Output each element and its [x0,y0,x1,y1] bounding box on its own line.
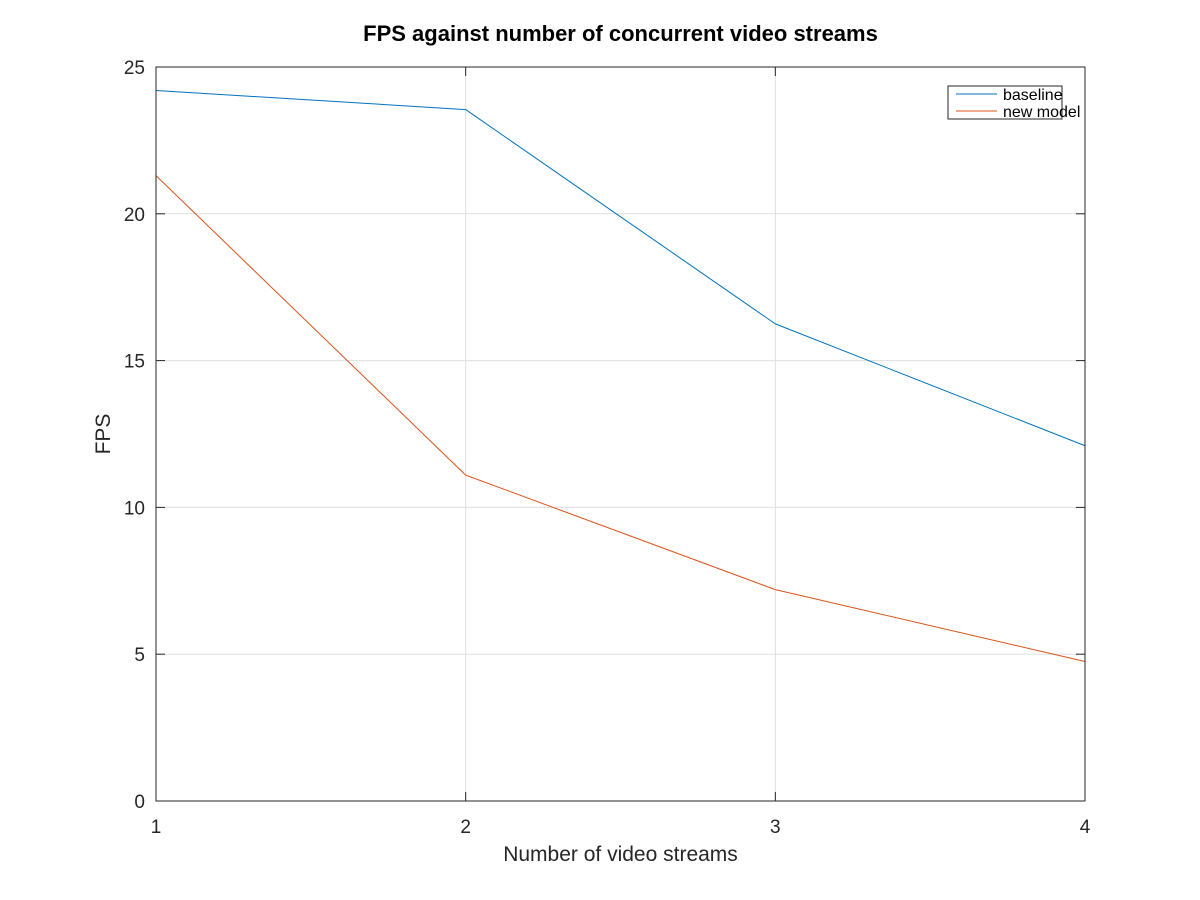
x-tick-label: 2 [460,817,471,838]
series-lines [155,89,1086,663]
y-tick-label: 10 [124,498,145,519]
axis-ticks: 1 2 3 4 0 5 10 15 20 25 [124,58,1091,838]
legend-label-new-model: new model [1003,104,1080,121]
y-tick-label: 20 [124,205,145,226]
y-axis-label: FPS [92,414,115,455]
y-tick-label: 5 [134,645,145,666]
y-tick-label: 15 [124,352,145,373]
y-tick-label: 0 [134,792,145,813]
legend-label-baseline: baseline [1003,87,1063,104]
legend: baseline new model [947,85,1080,121]
x-tick-label: 3 [770,817,781,838]
x-tick-label: 4 [1080,817,1091,838]
x-axis-label: Number of video streams [503,843,738,866]
x-tick-label: 1 [151,817,162,838]
chart-title: FPS against number of concurrent video s… [363,21,878,46]
plot-area [156,67,1085,801]
axes-box [155,66,1086,802]
legend-box [947,85,1063,120]
series-line-baseline [155,89,1086,447]
grid-lines [156,67,1085,801]
series-line-new-model [155,175,1086,663]
y-tick-label: 25 [124,58,145,79]
